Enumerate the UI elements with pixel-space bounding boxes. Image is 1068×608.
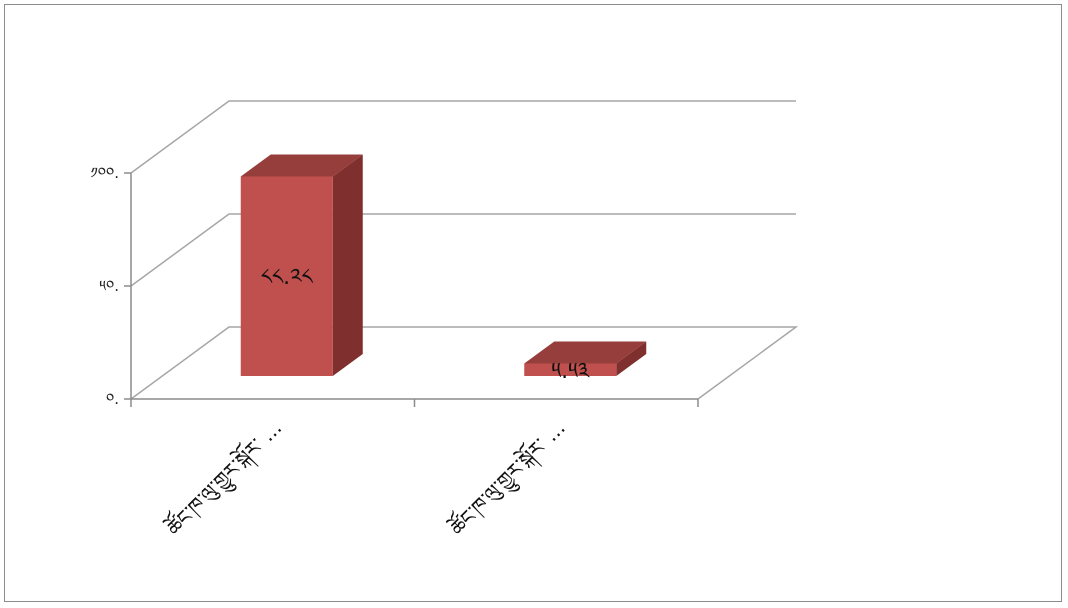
bar-chart: ༨༨.༢༨ ༥.༥༣ ༠. ༥༠. ༡༠༠. ཚོང་ཁ་ལུ་གྱུར་སྐོར་ .… (91, 100, 799, 544)
y-tick-label-1: ༥༠. (99, 277, 119, 295)
bar-1: ༥.༥༣ (524, 341, 647, 384)
bar-0: ༨༨.༢༨ (240, 154, 363, 376)
bar-top-0 (240, 154, 363, 177)
data-label-0: ༨༨.༢༨ (261, 265, 314, 290)
x-category-label-0: ཚོང་ཁ་ལུ་གྱུར་སྐོར་ ... (158, 412, 290, 544)
gridline-2 (130, 100, 796, 174)
gridline-1 (130, 213, 796, 287)
gridline-0 (130, 326, 799, 400)
x-category-label-1: ཚོང་ཁ་ལུ་གྱུར་སྐོར་ ... (442, 412, 574, 544)
y-tick-label-2: ༡༠༠. (91, 164, 120, 182)
data-label-1: ༥.༥༣ (551, 359, 590, 384)
grid-layer (130, 100, 799, 400)
bar-side-1 (616, 341, 647, 376)
bar-front-0 (240, 176, 333, 376)
bars-layer: ༨༨.༢༨ ༥.༥༣ (240, 154, 647, 384)
bar-top-1 (524, 341, 647, 364)
bar-side-0 (332, 154, 363, 376)
chart-frame: ༨༨.༢༨ ༥.༥༣ ༠. ༥༠. ༡༠༠. ཚོང་ཁ་ལུ་གྱུར་སྐོར་ .… (4, 4, 1062, 602)
bar-front-1 (524, 363, 617, 376)
y-tick-label-0: ༠. (106, 390, 119, 408)
